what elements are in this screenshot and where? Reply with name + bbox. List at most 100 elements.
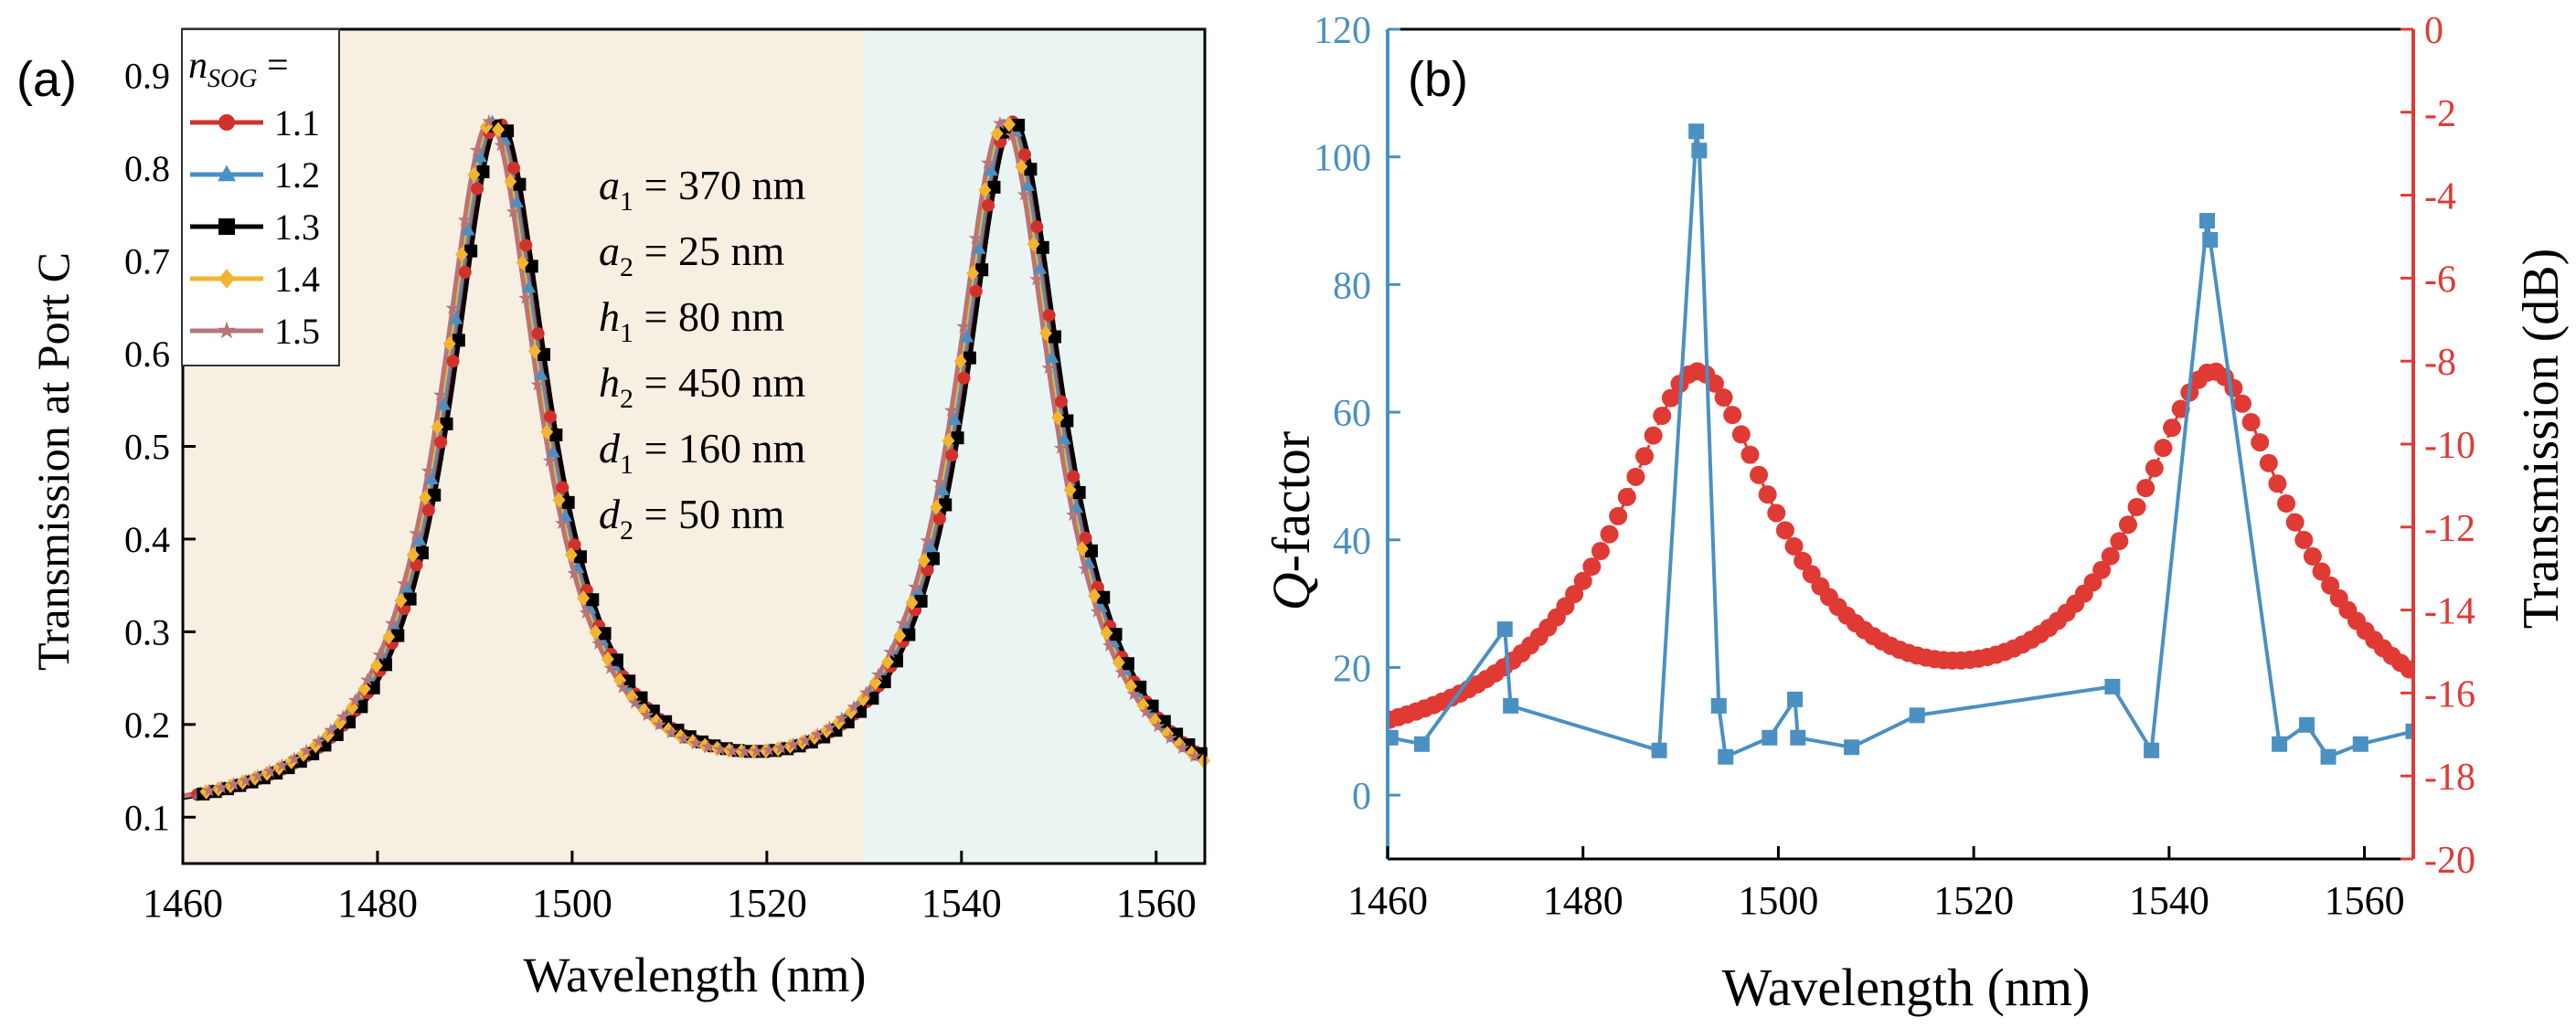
legend-title-prefix: n [188,45,208,87]
left-y-tick-label: 20 [1333,648,1371,690]
data-point [1038,325,1052,342]
q-factor-point [1503,697,1519,714]
transmission-point [2163,419,2182,438]
data-point [926,552,940,566]
plot-b-x-axis-label: Wavelength (nm) [1722,958,2091,1017]
transmission-point [2118,515,2137,535]
parameter-subscript: 2 [620,515,633,546]
data-point [930,499,943,515]
x-tick-label: 1500 [532,881,612,926]
data-point [1097,590,1111,604]
data-point [491,122,505,138]
data-point [652,717,666,731]
data-point [1175,740,1190,755]
data-point [676,731,691,745]
data-point [700,739,716,753]
data-point [494,138,508,152]
data-point [324,723,338,737]
transmission-point [2259,453,2278,472]
data-point [442,335,456,352]
data-point [893,628,907,644]
data-point [445,301,460,314]
transmission-point [1758,485,1777,504]
data-point [586,593,600,607]
data-point [1090,604,1104,618]
q-factor-point [1844,739,1860,756]
data-point [335,709,350,723]
parameter-annotation: d2 = 50 nm [599,491,784,546]
data-point [250,768,265,782]
panel-a-label: (a) [16,52,77,107]
parameter-subscript: 2 [620,384,633,414]
data-point [379,658,393,672]
parameter-value: = 80 nm [633,293,784,340]
transmission-point [1644,426,1663,445]
data-point [391,629,405,642]
data-point [854,705,868,718]
data-point [993,116,1007,130]
q-factor-point [1413,736,1430,752]
transmission-point [1714,388,1733,408]
transmission-point [2241,413,2261,432]
data-point [640,707,655,722]
data-point [330,727,344,741]
data-point [944,403,959,417]
right-y-tick-label: -12 [2424,508,2475,550]
data-point [737,744,751,758]
data-point [713,742,728,756]
data-point [610,653,623,667]
legend-title-suffix: = [257,45,288,87]
q-factor-point [2202,231,2219,248]
plot-b-axes: 1460 1480 1500 1520 1540 1560 0 20 40 60 80 100 120 -… [1314,10,2475,923]
data-point [598,627,612,641]
data-point [1067,470,1080,483]
x-tick-label: 1520 [1933,878,2014,923]
right-y-tick-label: -20 [2424,840,2475,882]
data-point [846,699,861,714]
data-point [552,492,566,508]
data-point [433,387,448,401]
legend-marker [218,321,236,339]
data-point [810,727,825,741]
data-point [458,265,472,279]
data-point [428,488,442,502]
left-y-tick-label: 40 [1333,521,1371,563]
parameter-annotation: h2 = 450 nm [599,359,805,414]
data-point [978,182,992,198]
q-factor-point [1691,143,1708,159]
data-point [1017,187,1032,201]
data-point [343,715,357,729]
data-point [509,195,524,208]
data-point [959,329,974,343]
data-point [420,463,435,477]
data-point [939,498,953,512]
data-point [931,474,946,489]
data-point [412,533,427,546]
data-point [1102,638,1117,652]
parameter-value: = 25 nm [633,228,784,274]
data-point [1042,309,1056,323]
transmission-point [1775,521,1794,540]
transmission-point [1565,585,1584,604]
legend-label: 1.5 [274,311,320,352]
data-point [360,673,375,686]
transmission-point [2145,459,2164,478]
transmission-point [1609,506,1628,525]
left-y-tick-label: 80 [1333,265,1371,307]
data-point [968,230,983,245]
transmission-point [1794,551,1813,570]
plot-a-y-axis-label: Transmission at Port C [27,252,79,671]
y-tick-label: 0.7 [124,241,170,282]
parameter-value: = 370 nm [633,162,805,208]
left-y-tick-label: 60 [1333,393,1371,435]
legend-item: 1.4 [190,259,320,300]
panel-a: 1460 1480 1500 1520 1540 1560 0.1 0.2 0.3 0.4 0.5 0… [16,27,1210,1002]
q-factor-point [1688,123,1705,140]
y-tick-label: 0.8 [124,148,170,189]
data-point [953,353,967,369]
transmission-point [2268,474,2287,493]
plot-a-legend: nSOG = 1.1 1.2 1.3 1.4 1.5 [181,28,340,366]
data-point [603,661,618,674]
data-point [1145,699,1159,713]
